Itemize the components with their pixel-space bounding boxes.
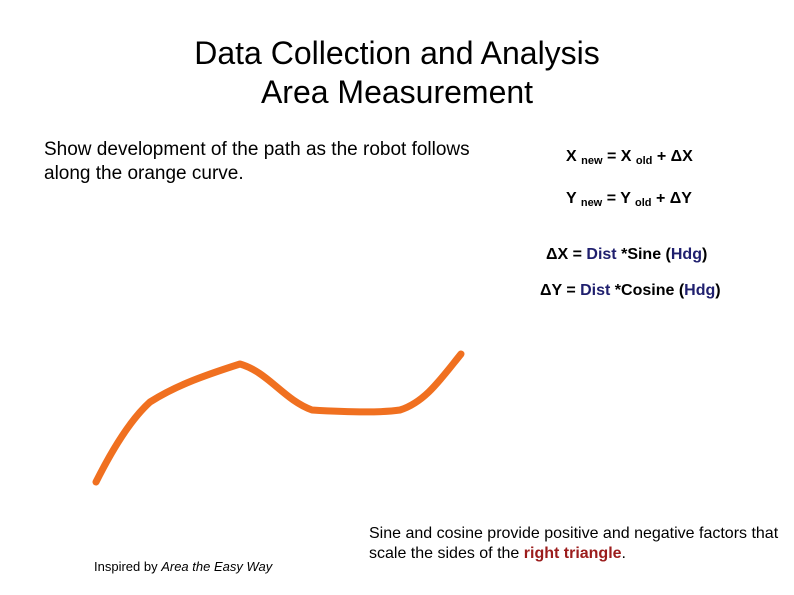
credit-work: Area the Easy Way bbox=[161, 559, 273, 574]
eq-dy-func: *Cosine ( bbox=[610, 282, 685, 299]
eq-dx-dist: Dist bbox=[586, 246, 617, 263]
eq-dx-hdg: Hdg bbox=[670, 246, 702, 263]
intro-text: Show development of the path as the robo… bbox=[44, 139, 470, 184]
note-end: . bbox=[621, 545, 626, 562]
equation-y-update: Y new = Y old + ΔY bbox=[566, 190, 692, 209]
eq-dx-close: ) bbox=[701, 246, 708, 263]
eq-x-eq: = X bbox=[602, 148, 632, 165]
eq-y-plus: + ΔY bbox=[651, 190, 692, 207]
eq-y-lhs-sub: new bbox=[580, 197, 603, 209]
title-line-1: Data Collection and Analysis bbox=[194, 35, 600, 71]
equation-delta-y: ΔY = Dist *Cosine (Hdg) bbox=[540, 282, 721, 300]
eq-dx-lhs: ΔX = bbox=[546, 246, 587, 263]
eq-dx-func: *Sine ( bbox=[616, 246, 671, 263]
eq-dy-lhs: ΔY = bbox=[540, 282, 581, 299]
slide-title: Data Collection and Analysis Area Measur… bbox=[0, 34, 794, 112]
credit-line: Inspired by Area the Easy Way bbox=[94, 559, 272, 574]
eq-y-lhs: Y bbox=[566, 190, 577, 207]
robot-path bbox=[92, 350, 465, 486]
eq-x-lhs: X bbox=[566, 148, 577, 165]
note-body: Sine and cosine provide positive and neg… bbox=[369, 525, 779, 562]
eq-x-lhs-sub: new bbox=[581, 155, 603, 167]
eq-dy-hdg: Hdg bbox=[684, 282, 716, 299]
eq-x-plus: + ΔX bbox=[652, 148, 693, 165]
eq-x-rhs-sub: old bbox=[635, 155, 653, 167]
eq-dy-close: ) bbox=[715, 282, 721, 299]
eq-y-eq: = Y bbox=[602, 190, 631, 207]
equation-x-update: X new = X old + ΔX bbox=[566, 148, 693, 167]
credit-prefix: Inspired by bbox=[94, 559, 162, 574]
note-text: Sine and cosine provide positive and neg… bbox=[369, 524, 789, 564]
eq-dy-dist: Dist bbox=[580, 282, 611, 299]
equation-delta-x: ΔX = Dist *Sine (Hdg) bbox=[546, 246, 707, 264]
eq-y-rhs-sub: old bbox=[635, 197, 652, 209]
title-line-2: Area Measurement bbox=[260, 74, 534, 110]
note-emphasis: right triangle bbox=[523, 545, 622, 562]
